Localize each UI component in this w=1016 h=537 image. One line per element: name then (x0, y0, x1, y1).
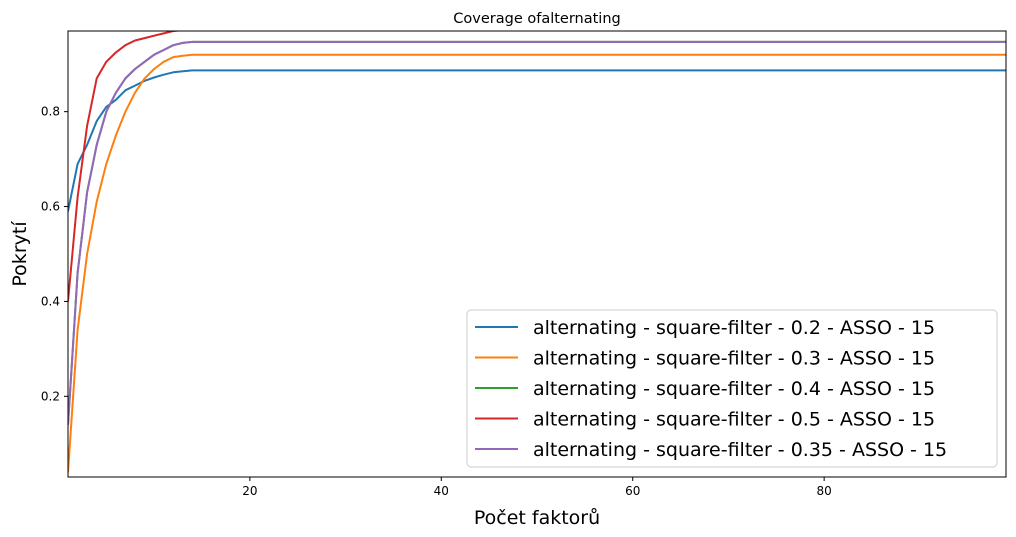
x-tick-label: 80 (817, 484, 832, 498)
legend-label-2: alternating - square-filter - 0.3 - ASSO… (533, 348, 935, 370)
y-tick-label: 0.2 (41, 389, 60, 403)
legend: alternating - square-filter - 0.2 - ASSO… (466, 309, 998, 468)
legend-label-5: alternating - square-filter - 0.35 - ASS… (533, 439, 947, 461)
legend-label-4: alternating - square-filter - 0.5 - ASSO… (533, 409, 935, 431)
y-axis-title: Pokrytí (9, 221, 31, 287)
chart-title: Coverage ofalternating (453, 11, 620, 27)
legend-label-1: alternating - square-filter - 0.2 - ASSO… (533, 317, 935, 339)
series-group (68, 31, 1006, 473)
x-tick-label: 60 (625, 484, 640, 498)
series-line-5 (68, 40, 1006, 425)
x-tick-label: 40 (434, 484, 449, 498)
plot-frame (67, 30, 1007, 478)
y-tick-label: 0.4 (41, 294, 60, 308)
series-line-1 (68, 69, 1006, 212)
y-tick-label: 0.8 (41, 105, 60, 119)
y-axis: 0.2 0.4 0.6 0.8 (41, 105, 68, 403)
series-line-2 (68, 53, 1006, 473)
legend-label-3: alternating - square-filter - 0.4 - ASSO… (533, 378, 935, 400)
series-line-4 (68, 31, 184, 302)
legend-frame (466, 309, 998, 468)
x-axis-title: Počet faktorů (474, 507, 600, 529)
y-tick-label: 0.6 (41, 200, 60, 214)
x-tick-label: 20 (242, 484, 257, 498)
x-axis: 20 40 60 80 (242, 477, 832, 498)
